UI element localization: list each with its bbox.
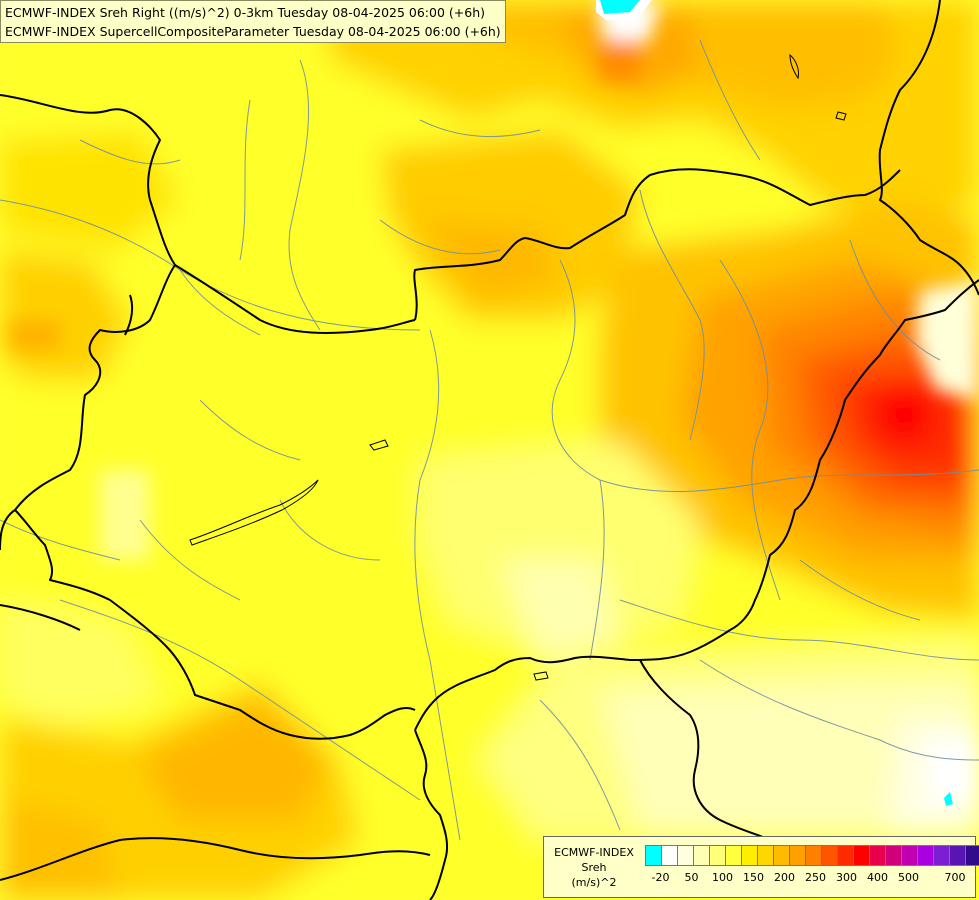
legend-tick-8: 500	[898, 871, 919, 884]
title-line-1: ECMWF-INDEX Sreh Right ((m/s)^2) 0-3km T…	[5, 5, 485, 20]
legend-swatch-0	[645, 845, 662, 866]
legend-title-line-1: ECMWF-INDEX	[554, 846, 634, 859]
legend-swatch-10	[806, 845, 822, 866]
legend-tick-6: 300	[836, 871, 857, 884]
legend-swatch-3	[694, 845, 710, 866]
legend-swatch-2	[678, 845, 694, 866]
legend-swatch-4	[710, 845, 726, 866]
legend-tick-4: 200	[774, 871, 795, 884]
legend-swatch-7	[758, 845, 774, 866]
legend-swatch-19	[950, 845, 966, 866]
legend-swatch-6	[742, 845, 758, 866]
legend-tick-2: 100	[712, 871, 733, 884]
legend-swatch-13	[854, 845, 870, 866]
legend-swatch-15	[886, 845, 902, 866]
color-legend: ECMWF-INDEX Sreh (m/s)^2 -20 50 100 150 200 2…	[543, 836, 979, 898]
title-line-2: ECMWF-INDEX SupercellCompositeParameter …	[5, 24, 501, 39]
legend-swatch-12	[838, 845, 854, 866]
legend-tick-0: -20	[651, 871, 670, 884]
legend-swatch-18	[934, 845, 950, 866]
legend-title-line-3: (m/s)^2	[571, 876, 617, 889]
legend-title: ECMWF-INDEX Sreh (m/s)^2	[548, 845, 640, 890]
rivers	[0, 39, 979, 841]
legend-swatch-8	[774, 845, 790, 866]
legend-title-line-2: Sreh	[581, 861, 607, 874]
negative-sreh-patch	[596, 0, 953, 806]
legend-tick-1: 50	[684, 871, 699, 884]
legend-tick-9: 700	[944, 871, 966, 884]
legend-swatch-5	[726, 845, 742, 866]
legend-tick-5: 250	[805, 871, 826, 884]
legend-tick-7: 400	[867, 871, 888, 884]
legend-ticks: -20 50 100 150 200 250 300 400 500 700	[645, 871, 975, 887]
legend-swatch-11	[822, 845, 838, 866]
legend-swatch-20	[966, 845, 979, 866]
legend-swatch-16	[902, 845, 918, 866]
sreh-fine-detail	[10, 0, 979, 800]
legend-swatch-9	[790, 845, 806, 866]
legend-swatch-14	[870, 845, 886, 866]
legend-swatch-17	[918, 845, 934, 866]
legend-swatches	[645, 845, 979, 866]
legend-swatch-1	[662, 845, 678, 866]
lakes	[189, 53, 847, 681]
legend-tick-3: 150	[743, 871, 764, 884]
map-title: ECMWF-INDEX Sreh Right ((m/s)^2) 0-3km T…	[0, 0, 506, 43]
